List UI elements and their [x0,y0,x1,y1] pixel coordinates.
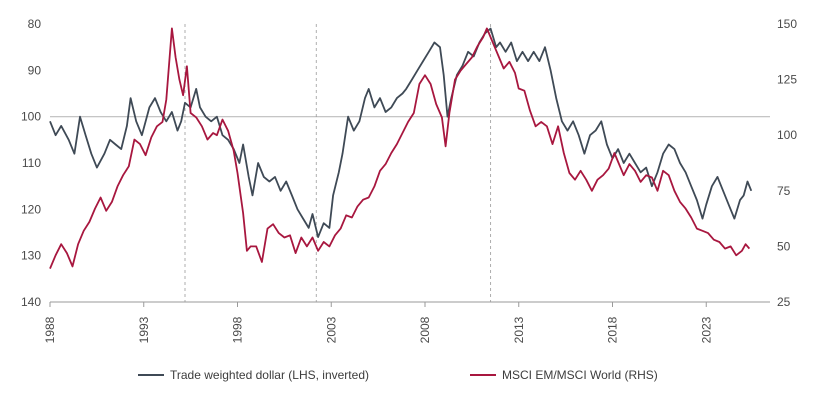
x-tick-label: 2023 [699,316,713,343]
series-line-trade-weighted-dollar [49,27,753,238]
vertical-markers [50,24,770,302]
x-tick-label: 1993 [137,316,151,343]
right-tick-label: 150 [777,17,797,31]
legend-item-msci: MSCI EM/MSCI World (RHS) [470,368,658,382]
x-tick-label: 2018 [606,316,620,343]
legend: Trade weighted dollar (LHS, inverted) MS… [0,368,820,392]
right-tick-label: 25 [777,295,791,309]
left-tick-label: 100 [21,110,41,124]
left-tick-label: 110 [22,156,41,170]
series-lines [49,27,753,269]
series-line-msci-em-world [49,27,751,269]
legend-label-dollar: Trade weighted dollar (LHS, inverted) [170,368,369,382]
right-tick-label: 100 [777,128,797,142]
legend-swatch-msci [470,374,496,376]
right-tick-label: 50 [777,239,791,253]
left-tick-label: 120 [21,202,41,216]
x-tick-label: 2003 [324,316,338,343]
x-tick-label: 1998 [231,316,245,343]
x-tick-label: 2013 [512,316,526,343]
left-tick-label: 90 [28,63,42,77]
right-axis-tick-labels: 25 50 75 100 125 150 [777,17,797,309]
legend-label-msci: MSCI EM/MSCI World (RHS) [502,368,658,382]
line-chart: 80 90 100 110 120 130 140 25 50 75 100 125 150 1988… [21,17,797,343]
right-tick-label: 75 [777,184,791,198]
left-tick-label: 130 [21,249,41,263]
x-tick-label: 2008 [418,316,432,343]
legend-swatch-dollar [138,374,164,376]
left-tick-label: 80 [28,17,42,31]
legend-item-dollar: Trade weighted dollar (LHS, inverted) [138,368,369,382]
left-tick-label: 140 [21,295,41,309]
x-tick-label: 1988 [43,316,57,343]
x-axis: 1988 1993 1998 2003 2008 2013 2018 2023 [43,301,770,343]
left-axis-tick-labels: 80 90 100 110 120 130 140 [21,17,41,309]
right-tick-label: 125 [777,73,797,87]
